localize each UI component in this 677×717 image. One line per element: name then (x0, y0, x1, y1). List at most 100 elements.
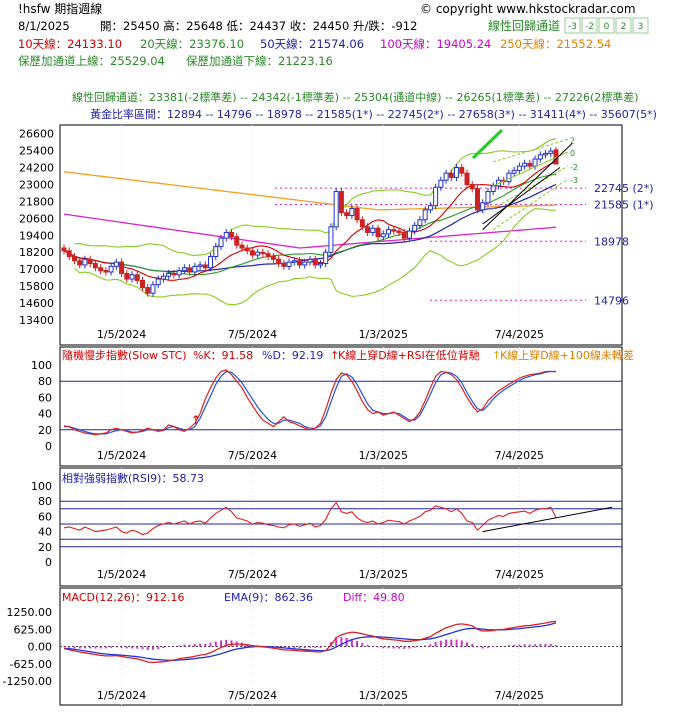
trendline (482, 143, 573, 231)
ema-label: EMA(9)：862.36 (224, 591, 313, 604)
candle-body (265, 253, 271, 257)
lr-channel-label: 0 (570, 149, 575, 158)
macd-tick-label: 1250.00 (7, 606, 53, 619)
candle-body (328, 226, 334, 253)
date-tick-label: 1/3/2025 (359, 328, 408, 341)
fib-values: 黃金比率區間：12894 -- 14796 -- 18978 -- 21585(… (90, 107, 657, 121)
bollinger-upper-label: 保歷加通道上線：25529.04 (18, 54, 165, 68)
macd-tick-label: -1250.00 (3, 675, 52, 688)
candle-body (234, 236, 240, 246)
stc-d-line (64, 370, 557, 435)
ma10-label: 10天線：24133.10 (18, 37, 122, 51)
price-tick-label: 13400 (19, 314, 54, 327)
copyright-text: © copyright www.hkstockradar.com (420, 2, 636, 16)
rsi-tick-label: 0 (45, 556, 52, 569)
price-tick-label: 14600 (19, 297, 54, 310)
candle-body (140, 279, 146, 289)
stc-signal-2: K線上穿D線+100線未轉差 (500, 348, 634, 362)
lr-channel-line (492, 178, 569, 231)
candle-body (433, 186, 439, 207)
candle-body (255, 251, 261, 256)
panel-frame-stc (59, 346, 623, 467)
date-tick-label: 7/5/2024 (228, 568, 277, 581)
candle-body (239, 244, 245, 249)
candle-body (412, 224, 418, 232)
lr-channel-label: 2 (570, 136, 575, 145)
candle-body (244, 247, 250, 252)
candle-body (176, 270, 182, 276)
candle-body (396, 230, 402, 233)
lr-channel-title: 線性回歸通道 (488, 18, 560, 33)
candle-body (522, 162, 528, 167)
lr-button-box (564, 17, 581, 34)
price-tick-label: 26600 (19, 128, 54, 141)
panel-frame-rsi (59, 467, 623, 587)
price-tick-label: 17000 (19, 263, 54, 276)
candle-body (160, 275, 166, 280)
rsi-tick-label: 100 (31, 480, 52, 493)
candle-body (375, 227, 381, 238)
candle-body (213, 246, 219, 257)
candle-body (103, 270, 109, 273)
lr-button-label: -2 (585, 22, 594, 32)
candle-body (459, 167, 465, 174)
date-tick-label: 7/4/2025 (495, 689, 544, 702)
price-tick-label: 20600 (19, 212, 54, 225)
lr-channel-line (493, 138, 569, 163)
rsi-tick-label: 20 (38, 541, 52, 554)
date-tick-label: 1/3/2025 (359, 689, 408, 702)
candle-body (119, 261, 125, 274)
candle-body (124, 272, 130, 280)
rsi-trendline (482, 506, 613, 533)
candle-body (302, 261, 308, 266)
candle-body (291, 260, 297, 263)
macd-plot (60, 620, 622, 664)
candle-body (480, 202, 486, 211)
candle-body (448, 172, 454, 178)
candle-body (202, 264, 208, 269)
candle-body (543, 152, 549, 156)
date-tick-label: 7/4/2025 (495, 328, 544, 341)
stc-k-line (63, 369, 557, 436)
price-tick-label: 23000 (19, 178, 54, 191)
candle-body (537, 154, 543, 160)
stc-tick-label: 80 (38, 375, 52, 388)
candle-body (223, 231, 229, 239)
candle-body (344, 212, 350, 217)
candle-body (406, 230, 412, 239)
grid-lines (121, 125, 520, 705)
date-tick-label: 7/4/2025 (495, 449, 544, 462)
ma100-label: 100天線：19405.24 (380, 37, 491, 51)
rsi-tick-label: 60 (38, 510, 52, 523)
ma250-label: 250天線：21552.54 (500, 37, 611, 51)
ma100-line (63, 213, 557, 249)
candle-body (527, 162, 533, 167)
axis-labels: 2660025400242002300021800206001940018200… (3, 128, 545, 702)
candle-body (333, 191, 339, 228)
candle-body (192, 265, 198, 273)
stochastic-plot: ↑ (60, 369, 622, 436)
candle-body (66, 250, 72, 257)
stc-tick-label: 60 (38, 391, 52, 404)
candle-body (129, 274, 135, 280)
candle-body (218, 237, 224, 248)
candle-body (359, 219, 365, 228)
stc-signal-marker: ↑ (191, 413, 201, 427)
candle-body (443, 172, 449, 181)
candle-body (150, 284, 156, 294)
price-tick-label: 18200 (19, 246, 54, 259)
candle-body (380, 233, 386, 238)
fib-level-label: 21585 (1*) (594, 198, 654, 211)
stc-tick-label: 0 (45, 440, 52, 453)
candle-body (438, 179, 444, 188)
rsi-line (63, 501, 557, 536)
candle-body (61, 247, 67, 252)
stc-title: 隨機慢步指數(Slow STC) (62, 348, 187, 362)
rsi-label: 相對強弱指數(RSI9)：58.73 (62, 471, 204, 485)
candle-body (323, 251, 329, 265)
lr-button-box (615, 17, 632, 34)
candle-body (349, 207, 355, 217)
candle-body (464, 172, 470, 185)
date-tick-label: 1/5/2024 (97, 568, 146, 581)
candle-body (511, 169, 517, 174)
